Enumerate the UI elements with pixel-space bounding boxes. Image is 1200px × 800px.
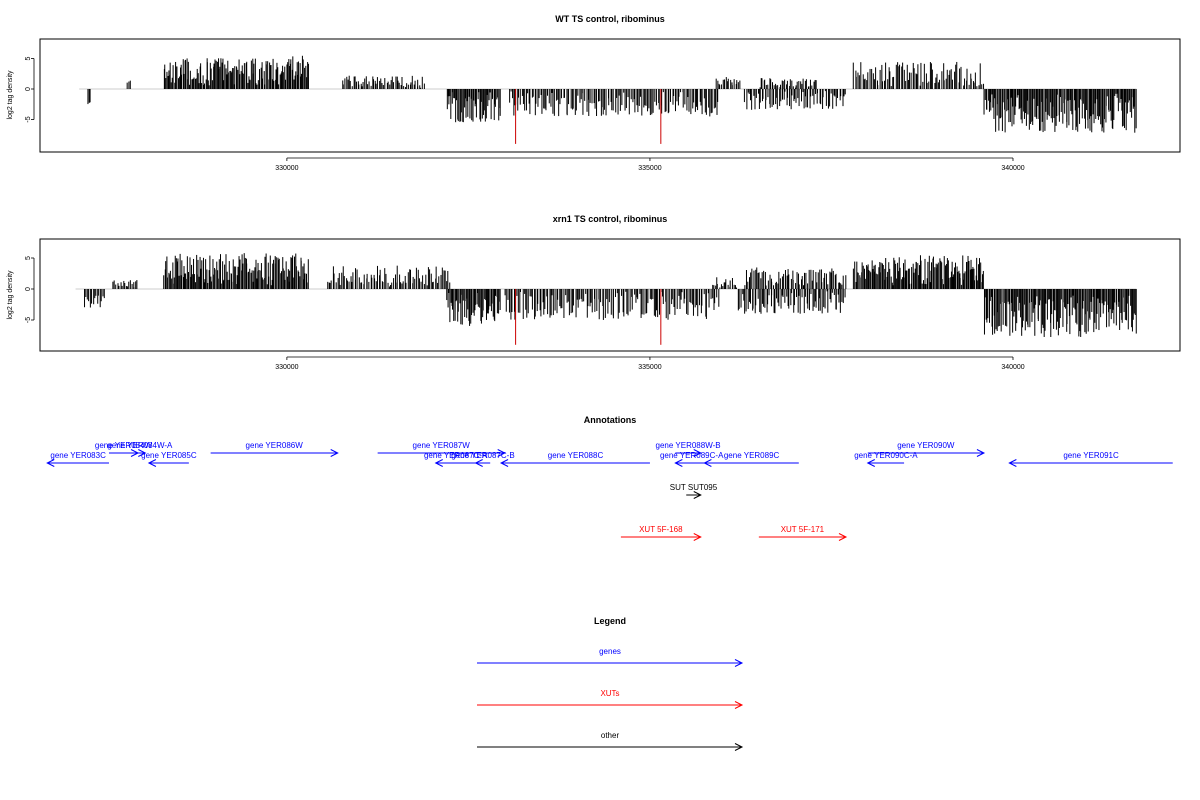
annotation-other-arrow-arrowhead <box>693 491 702 499</box>
annotation-gene-arrow-arrowhead <box>1008 459 1017 467</box>
annotation-gene: gene YER083C <box>46 451 109 467</box>
annotation-gene-arrow-arrowhead <box>499 459 509 467</box>
annotation-gene: gene YER087C-A <box>424 451 488 467</box>
annotation-gene-arrow-arrowhead <box>703 459 712 467</box>
annotation-gene: gene YER084W-A <box>107 441 173 457</box>
annotation-gene: gene YER089C <box>703 451 799 467</box>
annotation-gene-label: gene YER085C <box>141 451 197 460</box>
xrn1-x-axis: 330000 335000 340000 <box>275 356 1025 371</box>
annotation-gene: gene YER086W <box>210 441 339 457</box>
annotation-gene-label: gene YER084W-A <box>107 441 173 450</box>
annotation-gene: gene YER088C <box>499 451 650 467</box>
xrn1-x-tick-label: 335000 <box>638 364 661 371</box>
legend-xut-label: XUTs <box>600 689 619 698</box>
annotation-gene-label: gene YER087C-A <box>424 451 488 460</box>
annotation-gene: gene YER087C-B <box>451 451 515 467</box>
annotation-xut: XUT 5F-171 <box>758 525 848 541</box>
legend-item-xut: XUTs <box>477 689 744 709</box>
annotation-gene: gene YER085C <box>141 451 197 467</box>
annotation-gene-label: gene YER090W <box>897 441 955 450</box>
annotation-gene: gene YER090W <box>867 441 986 457</box>
wt-y-tick-label: 0 <box>25 87 32 91</box>
annotation-gene-arrow-arrowhead <box>474 459 483 467</box>
wt-plot-frame <box>39 38 1181 153</box>
xrn1-panel-title: xrn1 TS control, ribominus <box>553 214 668 224</box>
annotation-gene-arrow-arrowhead <box>434 459 443 467</box>
annotation-gene-arrow-arrowhead <box>330 449 339 457</box>
legend: Legend genes XUTs other <box>477 616 744 751</box>
xrn1-y-tick-label: 0 <box>25 287 32 291</box>
annotation-gene: gene YER091C <box>1008 451 1173 467</box>
annotation-gene-arrow-arrowhead <box>693 449 702 457</box>
annotation-gene-label: gene YER087W <box>413 441 471 450</box>
xrn1-signal-panel: xrn1 TS control, ribominus log2 tag dens… <box>7 214 1181 371</box>
wt-y-axis-label: log2 tag density <box>7 70 14 120</box>
annotation-gene-label: gene YER084W <box>95 441 153 450</box>
annotation-gene: gene YER088W-B <box>656 441 721 457</box>
wt-signal-bars <box>79 55 1137 144</box>
annotation-gene: gene YER087W <box>377 441 506 457</box>
legend-item-gene: genes <box>477 647 744 667</box>
annotation-gene-label: gene YER089C-A <box>660 451 724 460</box>
legend-item-other: other <box>477 731 744 751</box>
annotation-gene-arrow-arrowhead <box>674 459 683 467</box>
annotation-gene-label: gene YER088W-B <box>656 441 721 450</box>
annotation-gene-label: gene YER086W <box>246 441 304 450</box>
xrn1-x-tick-label: 330000 <box>275 364 298 371</box>
xrn1-plot-frame <box>39 238 1181 352</box>
annotation-gene-label: gene YER083C <box>50 451 106 460</box>
legend-other-label: other <box>601 731 620 740</box>
legend-xut-arrow-arrowhead <box>734 701 744 709</box>
wt-panel-title: WT TS control, ribominus <box>555 14 665 24</box>
annotation-gene-label: gene YER091C <box>1063 451 1119 460</box>
xrn1-y-axis-label: log2 tag density <box>7 270 14 320</box>
annotation-gene-arrow-arrowhead <box>138 449 147 457</box>
wt-y-tick-label: 5 <box>25 56 32 60</box>
annotation-gene-arrow-arrowhead <box>866 459 875 467</box>
annotation-other: SUT SUT095 <box>670 483 718 499</box>
annotation-xut-label: XUT 5F-171 <box>781 525 825 534</box>
annotation-xut-label: XUT 5F-168 <box>639 525 683 534</box>
wt-y-tick-label: -5 <box>25 116 32 122</box>
annotation-gene-arrow-arrowhead <box>147 459 157 467</box>
annotation-gene: gene YER090C-A <box>854 451 918 467</box>
annotation-gene-arrow-arrowhead <box>497 449 506 457</box>
annotation-gene: gene YER089C-A <box>660 451 724 467</box>
wt-x-tick-label: 330000 <box>275 165 298 172</box>
legend-gene-arrow-arrowhead <box>734 659 744 667</box>
wt-x-tick-label: 335000 <box>638 165 661 172</box>
legend-other-arrow-arrowhead <box>734 743 744 751</box>
annotation-xut-arrow-arrowhead <box>693 533 702 541</box>
wt-signal-panel: WT TS control, ribominus log2 tag densit… <box>7 14 1181 172</box>
annotation-gene-label: gene YER087C-B <box>451 451 514 460</box>
xrn1-y-tick-label: 5 <box>25 256 32 260</box>
annotation-gene-arrow-arrowhead <box>46 459 55 467</box>
xrn1-y-tick-label: -5 <box>25 317 32 323</box>
annotations-title: Annotations <box>584 415 637 425</box>
annotation-gene-arrow-arrowhead <box>976 449 986 457</box>
legend-items: genes XUTs other <box>477 647 744 751</box>
legend-title: Legend <box>594 616 626 626</box>
wt-y-axis: 5 0 -5 <box>25 56 35 123</box>
xrn1-x-tick-label: 340000 <box>1001 364 1024 371</box>
xrn1-signal-bars <box>75 253 1137 345</box>
wt-x-tick-label: 340000 <box>1001 165 1024 172</box>
annotation-other-label: SUT SUT095 <box>670 483 718 492</box>
wt-x-axis: 330000 335000 340000 <box>275 157 1025 172</box>
annotation-gene-label: gene YER089C <box>724 451 780 460</box>
annotation-xut: XUT 5F-168 <box>620 525 702 541</box>
annotation-gene-label: gene YER088C <box>548 451 604 460</box>
annotation-gene-label: gene YER090C-A <box>854 451 918 460</box>
annotation-xut-arrow-arrowhead <box>838 533 848 541</box>
legend-gene-label: genes <box>599 647 621 656</box>
xrn1-y-axis: 5 0 -5 <box>25 256 35 323</box>
